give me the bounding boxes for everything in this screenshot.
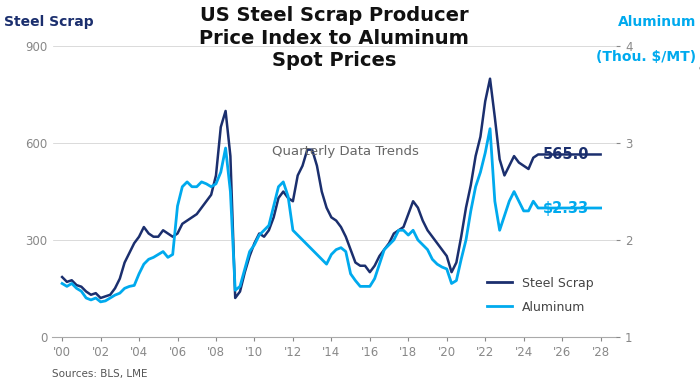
Text: Steel Scrap: Steel Scrap <box>4 15 93 29</box>
Text: US Steel Scrap Producer
Price Index to Aluminum
Spot Prices: US Steel Scrap Producer Price Index to A… <box>199 6 469 70</box>
Text: Quarterly Data Trends: Quarterly Data Trends <box>272 145 419 158</box>
Legend: Steel Scrap, Aluminum: Steel Scrap, Aluminum <box>482 272 598 319</box>
Text: Sources: BLS, LME: Sources: BLS, LME <box>52 369 148 379</box>
Text: 4: 4 <box>699 63 700 73</box>
Text: (Thou. $/MT): (Thou. $/MT) <box>596 50 696 64</box>
Text: 565.0: 565.0 <box>543 147 589 162</box>
Text: Aluminum: Aluminum <box>618 15 696 29</box>
Text: $2.33: $2.33 <box>543 200 589 216</box>
